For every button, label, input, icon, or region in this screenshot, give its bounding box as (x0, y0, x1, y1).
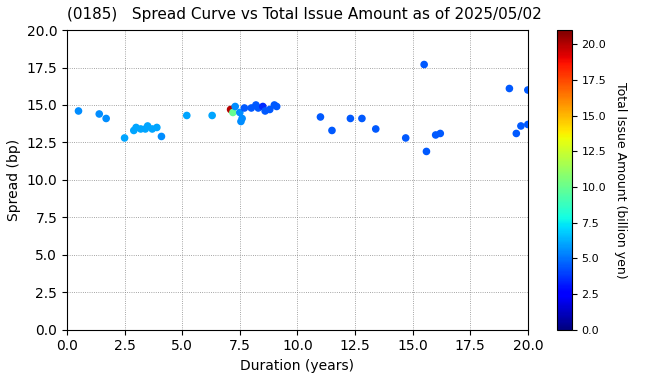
Point (101, 116, 111, 122)
Point (239, 105, 250, 111)
Y-axis label: Total Issue Amount (billion yen): Total Issue Amount (billion yen) (614, 82, 627, 278)
Point (430, 132, 441, 138)
Point (151, 124, 162, 130)
Point (400, 135, 411, 141)
Point (315, 114, 326, 120)
Point (181, 112, 192, 119)
Point (236, 119, 246, 125)
Point (251, 102, 261, 108)
Point (435, 130, 445, 136)
Point (94, 111, 105, 117)
Point (246, 105, 257, 111)
Point (129, 127, 139, 133)
Point (207, 112, 217, 119)
Point (135, 126, 146, 132)
Point (523, 122, 533, 128)
Point (230, 103, 240, 109)
Point (419, 62, 430, 68)
Point (357, 116, 367, 122)
Point (511, 130, 521, 136)
Point (142, 123, 153, 129)
Point (345, 116, 356, 122)
Point (140, 126, 151, 132)
Point (260, 108, 270, 114)
Point (327, 127, 337, 133)
Point (269, 102, 280, 108)
Point (120, 135, 130, 141)
Point (156, 133, 166, 139)
Point (235, 109, 245, 116)
Y-axis label: Spread (bp): Spread (bp) (7, 139, 21, 221)
Point (257, 103, 268, 109)
Point (515, 123, 526, 129)
Point (227, 109, 238, 116)
Point (147, 126, 157, 132)
X-axis label: Duration (years): Duration (years) (240, 359, 354, 373)
Point (265, 106, 275, 112)
Point (131, 124, 141, 130)
Point (73, 108, 84, 114)
Point (272, 103, 282, 109)
Point (253, 105, 263, 111)
Point (523, 87, 533, 93)
Text: (0185)   Spread Curve vs Total Issue Amount as of 2025/05/02: (0185) Spread Curve vs Total Issue Amoun… (67, 7, 541, 22)
Point (504, 86, 515, 92)
Point (421, 149, 432, 155)
Point (226, 106, 236, 112)
Point (237, 116, 247, 122)
Point (370, 126, 381, 132)
